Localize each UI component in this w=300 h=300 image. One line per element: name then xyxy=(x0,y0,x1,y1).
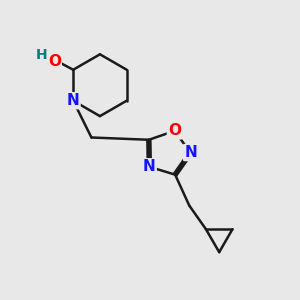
Text: N: N xyxy=(67,93,80,108)
Text: N: N xyxy=(184,145,197,160)
Text: O: O xyxy=(168,124,181,139)
Text: N: N xyxy=(143,159,156,174)
Text: H: H xyxy=(36,48,47,62)
Text: O: O xyxy=(48,54,61,69)
